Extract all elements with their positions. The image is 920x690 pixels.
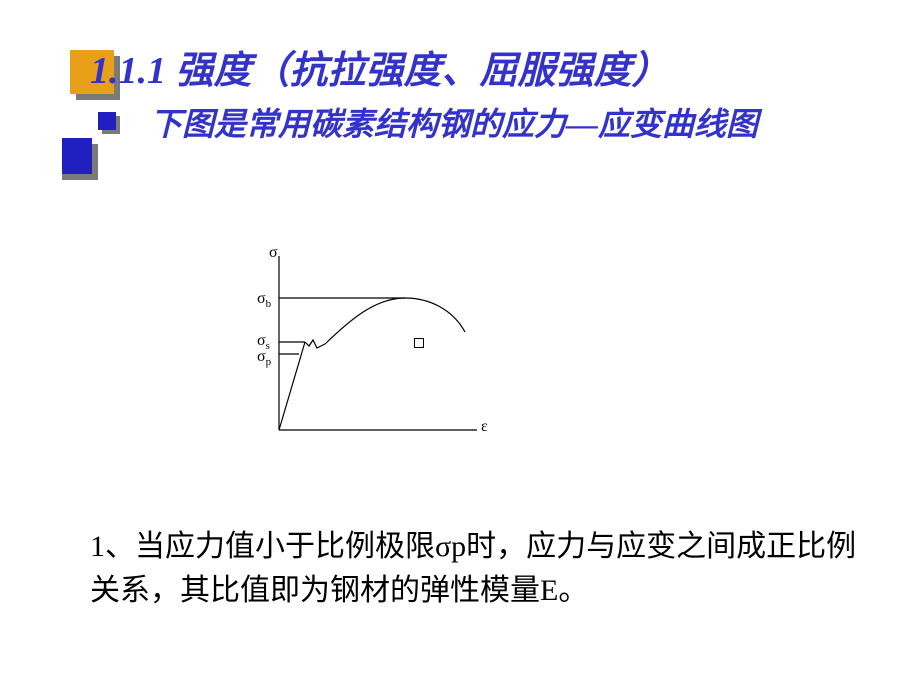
title-main: 1.1.1 强度（抗拉强度、屈服强度）	[90, 48, 880, 96]
y-axis-symbol: σ	[269, 244, 278, 262]
stress-strain-chart: σ ε σb σs σp	[255, 250, 515, 460]
title-sub: 下图是常用碳素结构钢的应力—应变曲线图	[150, 102, 880, 147]
x-axis-symbol: ε	[481, 418, 488, 436]
cursor-marker	[414, 338, 424, 348]
slide-title-block: 1.1.1 强度（抗拉强度、屈服强度） 下图是常用碳素结构钢的应力—应变曲线图	[90, 48, 880, 146]
y-tick-sigma-b: σb	[257, 290, 271, 310]
y-tick-sigma-p: σp	[257, 348, 271, 368]
body-paragraph: 1、当应力值小于比例极限σp时，应力与应变之间成正比例关系，其比值即为钢材的弹性…	[90, 525, 860, 612]
